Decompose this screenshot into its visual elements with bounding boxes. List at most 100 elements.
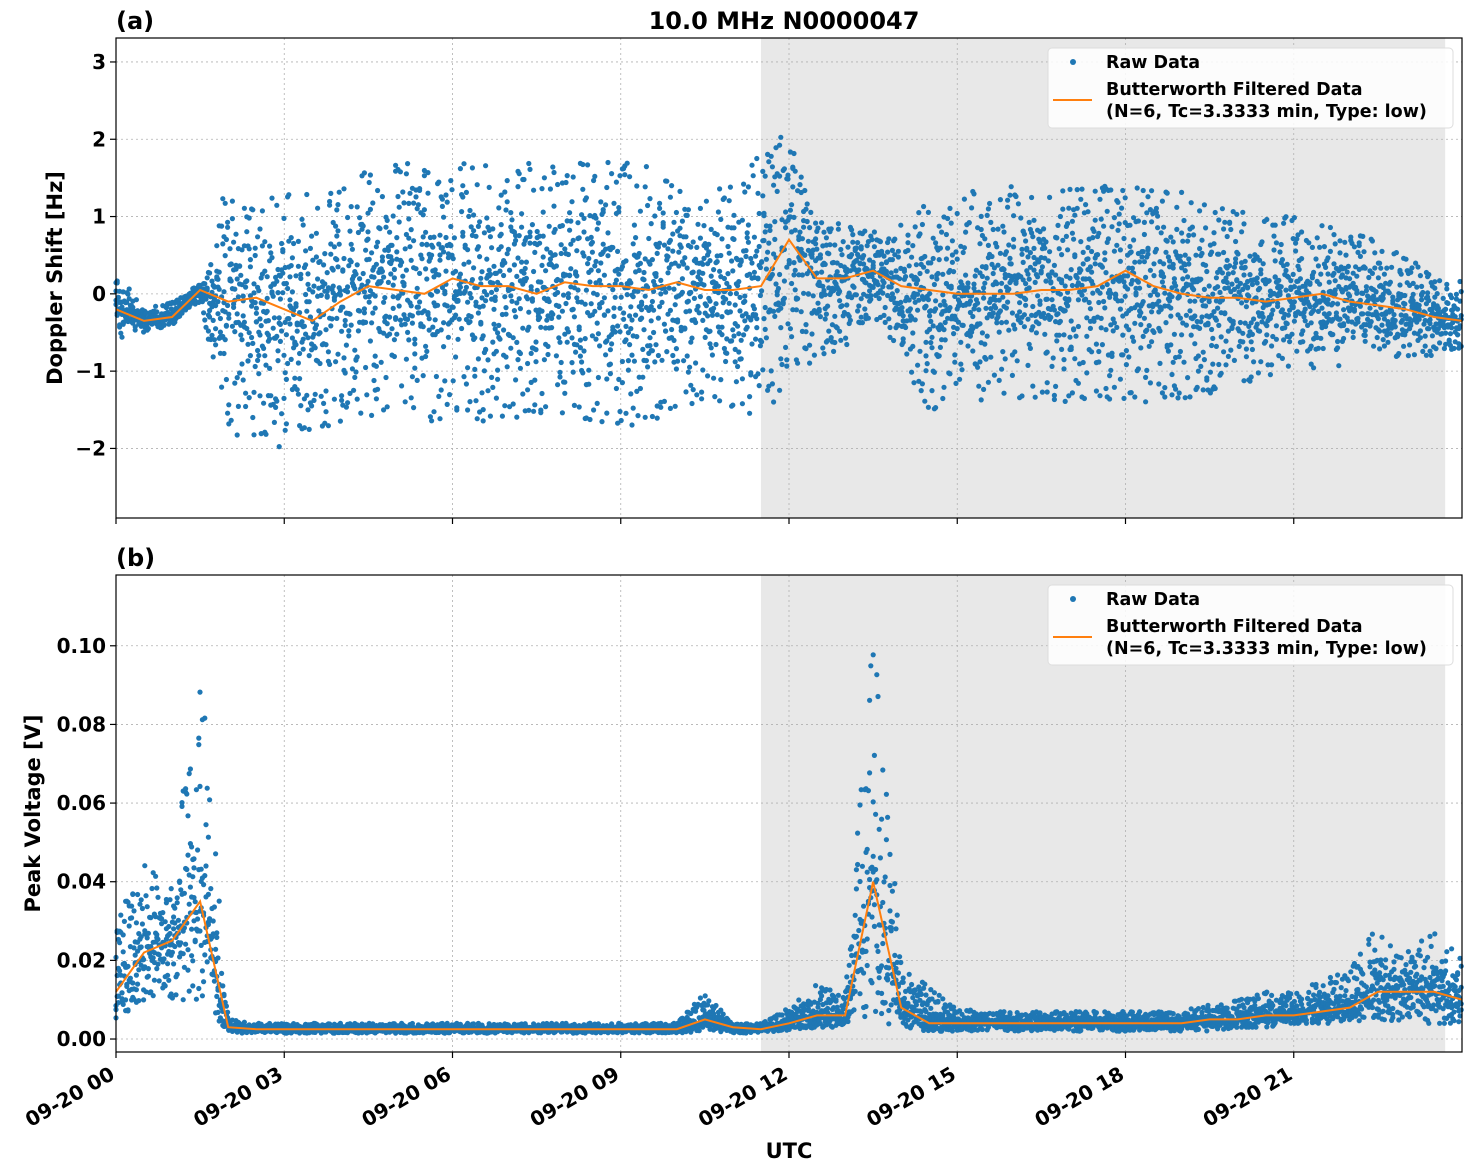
- raw-data-point: [565, 251, 572, 258]
- raw-data-point: [1089, 349, 1095, 355]
- raw-data-point: [741, 181, 747, 187]
- raw-data-point: [807, 342, 813, 348]
- raw-data-point: [288, 356, 294, 362]
- raw-data-point: [490, 339, 496, 345]
- raw-data-point: [216, 269, 222, 275]
- raw-data-point: [145, 966, 151, 972]
- raw-data-series: [113, 134, 1464, 450]
- raw-data-point: [429, 418, 435, 424]
- raw-data-point: [580, 186, 586, 192]
- raw-data-point: [1141, 219, 1147, 225]
- raw-data-point: [153, 873, 159, 879]
- raw-data-point: [1331, 261, 1337, 267]
- raw-data-point: [1030, 234, 1036, 240]
- raw-data-point: [607, 361, 614, 367]
- raw-data-point: [190, 983, 196, 989]
- raw-data-point: [204, 785, 210, 791]
- raw-data-point: [253, 310, 259, 316]
- raw-data-point: [1195, 353, 1201, 359]
- raw-data-point: [403, 356, 409, 362]
- raw-data-point: [381, 299, 387, 305]
- raw-data-point: [465, 365, 471, 371]
- raw-data-point: [864, 266, 870, 272]
- raw-data-point: [346, 263, 352, 269]
- raw-data-point: [669, 183, 675, 189]
- raw-data-point: [1101, 223, 1107, 229]
- raw-data-point: [886, 236, 892, 242]
- raw-data-point: [485, 388, 491, 394]
- raw-data-point: [1395, 331, 1401, 337]
- raw-data-point: [570, 237, 576, 243]
- raw-data-point: [328, 190, 334, 196]
- raw-data-point: [487, 413, 493, 419]
- raw-data-point: [646, 235, 652, 242]
- raw-data-point: [126, 286, 132, 292]
- raw-data-point: [1224, 233, 1230, 240]
- raw-data-point: [1171, 331, 1177, 337]
- raw-data-point: [592, 263, 598, 269]
- raw-data-point: [246, 330, 252, 336]
- raw-data-point: [988, 354, 994, 360]
- raw-data-point: [531, 268, 537, 275]
- raw-data-point: [516, 171, 522, 177]
- raw-data-point: [1138, 345, 1144, 351]
- raw-data-point: [138, 944, 144, 950]
- raw-data-point: [1248, 339, 1254, 345]
- raw-data-point: [887, 324, 893, 331]
- raw-data-point: [480, 407, 486, 413]
- raw-data-point: [307, 245, 313, 251]
- raw-data-point: [439, 203, 445, 209]
- raw-data-point: [789, 334, 795, 340]
- raw-data-point: [513, 314, 519, 320]
- raw-data-point: [1410, 291, 1416, 297]
- raw-data-point: [886, 316, 892, 322]
- raw-data-point: [936, 353, 942, 359]
- raw-data-point: [1369, 270, 1375, 276]
- raw-data-point: [673, 209, 680, 216]
- raw-data-point: [379, 258, 385, 264]
- raw-data-point: [658, 277, 664, 283]
- raw-data-point: [600, 209, 606, 215]
- raw-data-point: [592, 173, 598, 179]
- raw-data-point: [574, 248, 580, 254]
- raw-data-point: [747, 410, 753, 416]
- raw-data-point: [1014, 358, 1020, 364]
- raw-data-point: [120, 1001, 126, 1008]
- raw-data-point: [1403, 256, 1409, 262]
- raw-data-point: [730, 402, 736, 408]
- raw-data-point: [825, 338, 831, 344]
- raw-data-point: [637, 208, 644, 214]
- raw-data-point: [283, 332, 289, 338]
- raw-data-point: [228, 417, 234, 423]
- raw-data-point: [198, 866, 204, 872]
- raw-data-point: [799, 236, 806, 242]
- raw-data-point: [837, 298, 843, 304]
- raw-data-point: [642, 256, 648, 262]
- raw-data-point: [862, 306, 868, 312]
- raw-data-point: [131, 908, 137, 914]
- raw-data-point: [1302, 318, 1308, 324]
- raw-data-point: [1140, 187, 1146, 194]
- raw-data-point: [1240, 339, 1246, 345]
- raw-data-point: [285, 360, 291, 367]
- raw-data-point: [300, 222, 306, 228]
- raw-data-point: [216, 286, 222, 292]
- raw-data-point: [365, 210, 371, 216]
- raw-data-point: [1018, 215, 1024, 221]
- raw-data-point: [1125, 273, 1131, 279]
- raw-data-point: [701, 223, 707, 229]
- raw-data-point: [707, 298, 713, 304]
- raw-data-point: [1449, 325, 1455, 331]
- raw-data-point: [149, 885, 155, 892]
- raw-data-point: [214, 930, 220, 936]
- raw-data-point: [443, 268, 449, 274]
- raw-data-point: [139, 921, 145, 927]
- raw-data-point: [1108, 187, 1114, 193]
- raw-data-point: [611, 305, 617, 311]
- raw-data-point: [754, 155, 760, 162]
- raw-data-point: [510, 401, 516, 407]
- raw-data-point: [526, 324, 532, 330]
- raw-data-point: [597, 277, 603, 283]
- raw-data-point: [342, 322, 348, 328]
- raw-data-point: [437, 416, 443, 422]
